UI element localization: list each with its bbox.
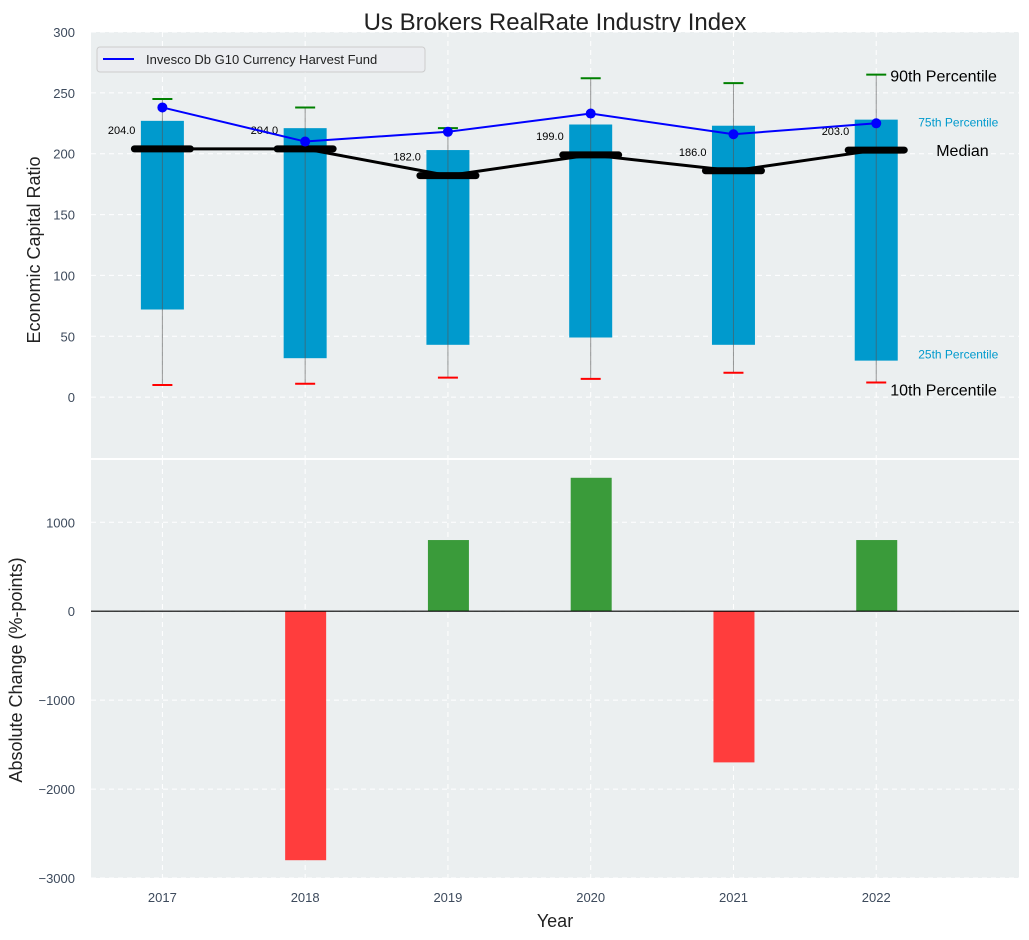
fund-point (157, 102, 168, 113)
fund-point (300, 136, 311, 147)
bottom-y-axis-label: Absolute Change (%-points) (6, 557, 26, 782)
y-tick-label: −2000 (38, 782, 75, 797)
change-bar (856, 540, 898, 612)
legend-label: Invesco Db G10 Currency Harvest Fund (146, 52, 377, 67)
x-tick-label: 2021 (719, 890, 748, 905)
p25-annotation: 25th Percentile (918, 348, 998, 362)
x-tick-label: 2018 (291, 890, 320, 905)
median-value-label: 199.0 (536, 131, 564, 143)
median-value-label: 203.0 (822, 126, 850, 138)
y-tick-label: 300 (53, 25, 75, 40)
y-tick-label: 100 (53, 268, 75, 283)
y-tick-label: 0 (68, 390, 75, 405)
y-tick-label: −3000 (38, 871, 75, 886)
x-tick-label: 2022 (862, 890, 891, 905)
change-bar (285, 611, 327, 861)
x-tick-label: 2019 (433, 890, 462, 905)
bottom-plot-area (91, 460, 1019, 878)
fund-point (585, 108, 596, 119)
y-tick-label: 50 (61, 329, 75, 344)
y-tick-label: 250 (53, 86, 75, 101)
legend-box (96, 46, 426, 73)
median-annotation: Median (936, 143, 988, 160)
y-tick-label: −1000 (38, 693, 75, 708)
y-tick-label: 1000 (46, 515, 75, 530)
p90-annotation: 90th Percentile (890, 69, 997, 86)
change-bar (570, 477, 612, 612)
change-bar (427, 540, 469, 612)
change-bar (713, 611, 755, 763)
fund-point (728, 129, 739, 140)
x-tick-label: 2020 (576, 890, 605, 905)
fund-line (162, 106, 877, 143)
x-axis-label: Year (537, 911, 573, 931)
fund-point (871, 118, 882, 129)
median-value-label: 204.0 (108, 125, 136, 137)
x-tick-label: 2017 (148, 890, 177, 905)
y-tick-label: 0 (68, 604, 75, 619)
median-value-label: 186.0 (679, 147, 707, 159)
top-y-axis-label: Economic Capital Ratio (24, 156, 44, 343)
median-value-label: 182.0 (393, 152, 421, 164)
y-tick-label: 200 (53, 147, 75, 162)
fund-point (442, 126, 453, 137)
p75-annotation: 75th Percentile (918, 116, 998, 130)
y-tick-label: 150 (53, 208, 75, 223)
p10-annotation: 10th Percentile (890, 383, 997, 400)
